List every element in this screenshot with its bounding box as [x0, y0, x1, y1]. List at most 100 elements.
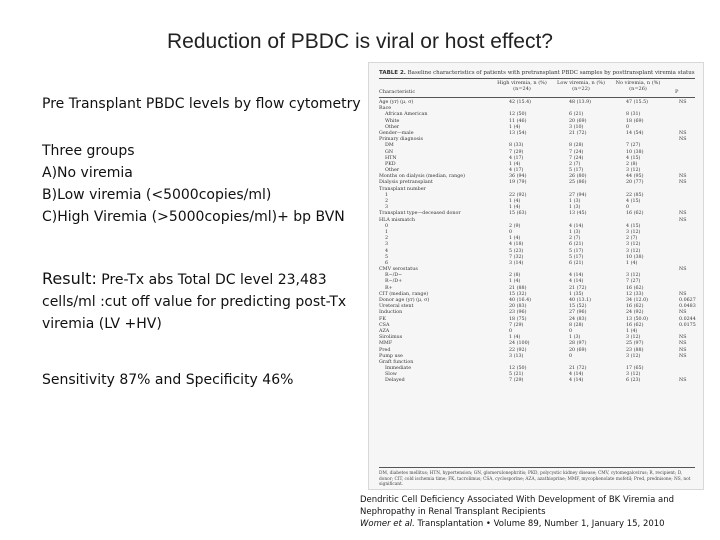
result-label: Result: — [42, 269, 97, 288]
table-row: R−/D− 2 (8) 4 (14) 3 (12) — [379, 273, 695, 279]
table-cell: 2 (8) — [626, 161, 638, 167]
table-cell: 1 — [385, 192, 389, 198]
table-cell: 4 (15) — [626, 199, 641, 204]
table-cell: 3 (12) — [626, 353, 641, 359]
table-cell: Gender—male — [379, 130, 414, 136]
table-cell: 18 (69) — [626, 118, 644, 124]
table-cell: 0 — [626, 124, 630, 130]
table-row: DM 8 (33) 8 (28) 7 (27) — [379, 143, 695, 149]
table-cell: Slow — [385, 372, 397, 378]
table-cell: Pred — [379, 347, 391, 353]
table-row: Race — [379, 106, 695, 112]
table-cell: 0.0244 — [679, 316, 696, 322]
table-cell: NS — [679, 310, 687, 316]
citation-authors: Womer et al. — [360, 519, 415, 529]
table-cell: HTN — [385, 155, 397, 161]
table-cell: 3 (12) — [626, 242, 641, 248]
table-cell: 16 (62) — [626, 322, 644, 328]
table-cell: Transplant number — [379, 186, 426, 192]
table-cell: 3 — [385, 242, 389, 248]
subtitle: Pre Transplant PBDC levels by flow cytom… — [42, 96, 361, 112]
table-cell: 2 (7) — [569, 161, 581, 167]
table-cell: 7 (29) — [509, 322, 524, 328]
table-cell: 1 (4) — [626, 328, 638, 334]
table-cell: PKD — [385, 161, 396, 167]
table-header-p: P — [675, 89, 679, 95]
table-cell: 1 (4) — [509, 236, 521, 242]
table-cell: 21 (88) — [509, 285, 527, 291]
table-cell: 7 (32) — [509, 254, 524, 260]
table-row: Delayed 7 (29) 4 (14) 6 (23) NS — [379, 378, 695, 384]
table-cell: 1 (4) — [509, 124, 521, 130]
table-cell: 23 (96) — [509, 310, 527, 316]
table-cell: 7 (27) — [626, 279, 641, 285]
table-row: Age (yr) (μ, σ) 42 (15.4) 48 (13.9) 47 (15.… — [379, 100, 695, 106]
table-cell: 25 (86) — [569, 180, 587, 186]
table-cell: 4 (17) — [509, 155, 524, 161]
table-cell: 5 (17) — [569, 168, 584, 174]
table-cell: R+ — [385, 285, 393, 291]
table-cell: Other — [385, 124, 400, 130]
table-cell: 15 (32) — [509, 291, 527, 297]
table-cell: 34 (12.0) — [626, 298, 649, 303]
table-cell: 2 (7) — [569, 236, 581, 242]
table-cell: 1 (3) — [569, 205, 581, 211]
table-row: Ureteral stent 20 (83) 15 (52) 16 (62) 0.048… — [379, 304, 696, 310]
table-cell: Sirolimus — [379, 335, 403, 341]
group-item-low-viremia: B)Low viremia (<5000copies/ml) — [42, 187, 272, 203]
table-cell: 47 (15.5) — [626, 100, 649, 105]
table-cell: 7 (24) — [569, 149, 584, 155]
table-cell: 16 (62) — [626, 211, 644, 217]
table-cell: 25 (97) — [626, 341, 644, 347]
table-cell: 28 (97) — [569, 341, 587, 347]
table-row: Graft function — [379, 360, 695, 366]
table-cell: 6 — [385, 260, 389, 266]
table-row: 3 1 (4) 1 (3) 0 — [379, 205, 695, 211]
table-cell: 1 (35) — [569, 291, 584, 297]
table-row: R−/D+ 1 (4) 4 (14) 7 (27) — [379, 279, 695, 285]
table-cell: 21 (72) — [569, 285, 587, 291]
table-cell: 4 (18) — [509, 242, 524, 248]
table-body: Age (yr) (μ, σ) 42 (15.4) 48 (13.9) 47 (15.… — [379, 100, 696, 385]
table-row: Dialysis pretransplant 19 (79) 25 (86) 20 (… — [379, 180, 695, 186]
table-cell: 3 (13) — [509, 353, 524, 359]
table-cell: 2 (9) — [509, 223, 521, 229]
table-row: 3 4 (18) 6 (21) 3 (12) — [379, 242, 695, 248]
table-cell: 3 (12) — [626, 168, 641, 174]
table-row: 4 5 (23) 5 (17) 3 (12) — [379, 249, 695, 255]
table-row: 1 22 (92) 27 (94) 22 (85) — [379, 193, 695, 199]
table-cell: 10 (38) — [626, 254, 644, 260]
table-top-rule — [379, 78, 695, 79]
table-cell: NS — [679, 341, 687, 347]
table-row: 5 7 (32) 5 (17) 10 (38) — [379, 255, 695, 261]
groups-heading: Three groups — [42, 143, 135, 159]
table-cell: 4 (14) — [569, 279, 584, 285]
table-cell: 6 (23) — [626, 378, 641, 384]
table-cell: NS — [679, 174, 687, 180]
table-cell: 22 (85) — [626, 192, 644, 198]
table-row: CMV serostatus NS — [379, 267, 695, 273]
table-cell: 4 (14) — [569, 223, 584, 229]
table-cell: 18 (75) — [509, 316, 527, 322]
table-row: Donor age (yr) (μ, σ) 40 (16.4) 40 (13.1) 3… — [379, 298, 696, 304]
table-cell: 0.0175 — [679, 322, 696, 328]
table-cell: 1 — [385, 229, 389, 235]
table-cell: NS — [679, 100, 687, 105]
table-cell: 1 (3) — [569, 229, 581, 235]
table-cell: 0 — [385, 223, 389, 229]
table-cell: 42 (15.4) — [509, 100, 532, 105]
table-cell: 3 — [385, 205, 389, 211]
table-footnote: DM, diabetes mellitus; HTN, hypertension… — [379, 471, 691, 487]
table-cell: 21 (72) — [569, 130, 587, 136]
groups-list: Three groups A)No viremia B)Low viremia … — [42, 140, 345, 228]
table-cell: 40 (13.1) — [569, 298, 592, 303]
table-row: Primary diagnosis NS — [379, 137, 695, 143]
table-row: Immediate 12 (50) 21 (72) 17 (65) — [379, 366, 695, 372]
table-cell: 0 — [509, 229, 513, 235]
table-cell: NS — [679, 291, 687, 297]
table-cell: 20 (69) — [569, 118, 587, 124]
table-cell: 23 (88) — [626, 347, 644, 353]
table-cell: White — [385, 118, 400, 124]
table-cell: Race — [379, 106, 392, 112]
table-cell: 6 (21) — [569, 112, 584, 118]
